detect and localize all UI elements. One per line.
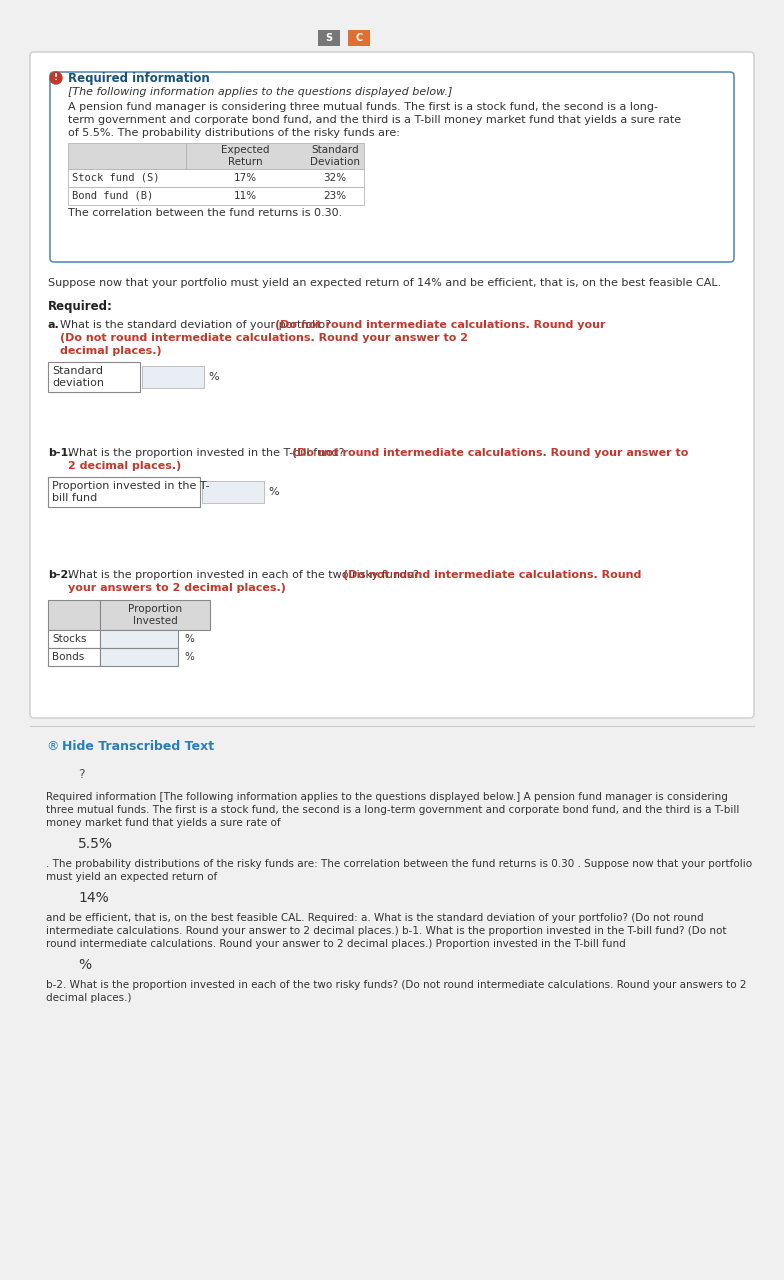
Bar [48,362,140,392]
Text: money market fund that yields a sure rate of: money market fund that yields a sure rat… [46,818,281,828]
Text: C: C [355,33,363,44]
Text: %: % [184,652,194,662]
Text: 17%: 17% [234,173,256,183]
Bar [186,143,364,169]
Text: What is the proportion invested in the T-bill fund?: What is the proportion invested in the T… [68,448,348,458]
Bar [48,648,100,666]
Text: Bonds: Bonds [52,652,84,662]
Text: your answers to 2 decimal places.): your answers to 2 decimal places.) [68,582,286,593]
Text: Hide Transcribed Text: Hide Transcribed Text [62,740,214,753]
Text: ?: ? [78,768,85,781]
Bar [48,630,100,648]
Text: and be efficient, that is, on the best feasible CAL. Required: a. What is the st: and be efficient, that is, on the best f… [46,913,703,923]
Bar [48,477,200,507]
Text: b-1.: b-1. [48,448,72,458]
Text: Stock fund (S): Stock fund (S) [72,173,159,183]
Text: Expected
Return: Expected Return [221,145,269,166]
Text: Required:: Required: [48,300,113,314]
Text: Proportion invested in the T-
bill fund: Proportion invested in the T- bill fund [52,481,209,503]
Text: 2 decimal places.): 2 decimal places.) [68,461,181,471]
Text: intermediate calculations. Round your answer to 2 decimal places.) b-1. What is : intermediate calculations. Round your an… [46,925,727,936]
Text: %: % [268,486,278,497]
Text: Required information [The following information applies to the questions display: Required information [The following info… [46,792,728,803]
Bar [48,600,100,630]
Text: 14%: 14% [78,891,109,905]
Text: !: ! [54,73,58,82]
Text: 5.5%: 5.5% [78,837,113,851]
Text: %: % [78,957,91,972]
Bar [68,169,364,187]
Text: S: S [325,33,332,44]
Text: What is the standard deviation of your portfolio?: What is the standard deviation of your p… [60,320,335,330]
Text: %: % [208,372,219,381]
Text: A pension fund manager is considering three mutual funds. The first is a stock f: A pension fund manager is considering th… [68,102,658,111]
Text: 11%: 11% [234,191,256,201]
Text: Stocks: Stocks [52,634,86,644]
Text: three mutual funds. The first is a stock fund, the second is a long-term governm: three mutual funds. The first is a stock… [46,805,739,815]
Bar [100,648,178,666]
Text: . The probability distributions of the risky funds are: The correlation between : . The probability distributions of the r… [46,859,752,869]
Text: Standard
deviation: Standard deviation [52,366,104,388]
Text: %: % [184,634,194,644]
Bar [318,29,340,46]
Circle shape [50,72,62,84]
Text: (Do not round intermediate calculations. Round: (Do not round intermediate calculations.… [343,570,641,580]
Text: decimal places.): decimal places.) [46,993,132,1004]
Text: a.: a. [48,320,60,330]
Bar [100,630,178,648]
Text: The correlation between the fund returns is 0.30.: The correlation between the fund returns… [68,207,343,218]
Text: round intermediate calculations. Round your answer to 2 decimal places.) Proport: round intermediate calculations. Round y… [46,940,626,948]
Text: (Do not round intermediate calculations. Round your answer to 2: (Do not round intermediate calculations.… [60,333,468,343]
Text: What is the proportion invested in each of the two risky funds?: What is the proportion invested in each … [68,570,423,580]
Bar [68,187,364,205]
Bar [100,600,210,630]
Text: ®: ® [46,740,59,753]
Bar [202,481,264,503]
Text: Standard
Deviation: Standard Deviation [310,145,360,166]
Text: Proportion
Invested: Proportion Invested [128,604,182,626]
Text: (Do not round intermediate calculations. Round your answer to: (Do not round intermediate calculations.… [292,448,688,458]
Bar [142,366,204,388]
Text: (Do not round intermediate calculations. Round your: (Do not round intermediate calculations.… [275,320,609,330]
Text: [The following information applies to the questions displayed below.]: [The following information applies to th… [68,87,452,97]
Text: Bond fund (B): Bond fund (B) [72,191,153,201]
Text: of 5.5%. The probability distributions of the risky funds are:: of 5.5%. The probability distributions o… [68,128,400,138]
Text: decimal places.): decimal places.) [60,346,162,356]
Text: b-2.: b-2. [48,570,72,580]
Text: b-2. What is the proportion invested in each of the two risky funds? (Do not rou: b-2. What is the proportion invested in … [46,980,746,989]
Text: 23%: 23% [324,191,347,201]
Text: must yield an expected return of: must yield an expected return of [46,872,217,882]
Bar [348,29,370,46]
FancyBboxPatch shape [50,72,734,262]
Text: Required information: Required information [68,72,210,84]
Bar [68,143,186,169]
Text: 32%: 32% [324,173,347,183]
Text: Suppose now that your portfolio must yield an expected return of 14% and be effi: Suppose now that your portfolio must yie… [48,278,721,288]
Text: term government and corporate bond fund, and the third is a T-bill money market : term government and corporate bond fund,… [68,115,681,125]
FancyBboxPatch shape [30,52,754,718]
